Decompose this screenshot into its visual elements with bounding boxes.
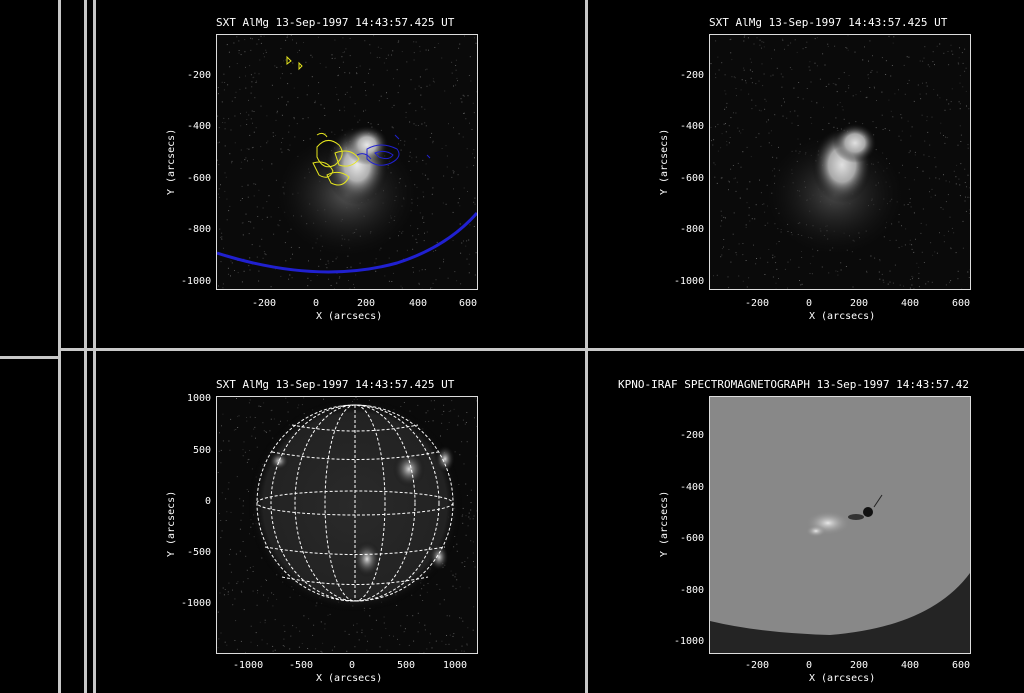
- x-tick-label: 0: [806, 298, 813, 309]
- y-tick-label: -1000: [181, 598, 212, 609]
- x-tick-label: 400: [901, 298, 920, 309]
- y-tick-label: -1000: [181, 276, 212, 287]
- x-tick-label: 200: [850, 298, 869, 309]
- y-tick-label: -800: [680, 585, 705, 596]
- x-tick-label: 0: [313, 298, 320, 309]
- y-tick-label: -400: [680, 121, 705, 132]
- x-tick-label: -500: [289, 660, 314, 671]
- x-tick-label: 1000: [443, 660, 468, 671]
- x-tick-label: -200: [745, 298, 770, 309]
- y-tick-label: -1000: [674, 276, 705, 287]
- x-tick-label: 0: [349, 660, 356, 671]
- y-tick-label: -200: [680, 430, 705, 441]
- panel-title: SXT AlMg 13-Sep-1997 14:43:57.425 UT: [216, 16, 455, 29]
- x-axis-label: X (arcsecs): [809, 311, 876, 322]
- y-axis-label: Y (arcsecs): [166, 128, 177, 195]
- x-tick-label: 400: [409, 298, 428, 309]
- y-axis-label: Y (arcsecs): [659, 128, 670, 195]
- y-tick-label: 500: [193, 445, 212, 456]
- x-tick-label: -1000: [233, 660, 264, 671]
- x-tick-label: 400: [901, 660, 920, 671]
- y-tick-label: -600: [680, 173, 705, 184]
- y-tick-label: -200: [680, 70, 705, 81]
- full-disk-grid: [217, 397, 477, 653]
- left-divider-1[interactable]: [58, 0, 61, 693]
- y-axis-label: Y (arcsecs): [166, 490, 177, 557]
- y-tick-label: -400: [187, 121, 212, 132]
- y-tick-label: -500: [187, 547, 212, 558]
- y-tick-label: -800: [680, 224, 705, 235]
- x-axis-label: X (arcsecs): [316, 673, 383, 684]
- left-divider-3[interactable]: [93, 0, 96, 693]
- x-tick-label: -200: [252, 298, 277, 309]
- x-tick-label: 0: [806, 660, 813, 671]
- x-tick-label: -200: [745, 660, 770, 671]
- horizontal-divider-left[interactable]: [0, 356, 60, 359]
- x-tick-label: 500: [397, 660, 416, 671]
- x-axis-label: X (arcsecs): [316, 311, 383, 322]
- horizontal-divider[interactable]: [60, 348, 1024, 351]
- x-tick-label: 600: [952, 298, 971, 309]
- panel-title: SXT AlMg 13-Sep-1997 14:43:57.425 UT: [216, 378, 455, 391]
- image-plot[interactable]: [709, 34, 971, 290]
- y-tick-label: -600: [680, 533, 705, 544]
- y-tick-label: 0: [205, 496, 212, 507]
- vertical-divider[interactable]: [585, 0, 588, 693]
- x-tick-label: 600: [952, 660, 971, 671]
- y-tick-label: 1000: [187, 393, 212, 404]
- magnetogram-image: [710, 397, 970, 635]
- image-plot[interactable]: [216, 396, 478, 654]
- left-divider-2[interactable]: [84, 0, 87, 693]
- y-axis-label: Y (arcsecs): [659, 490, 670, 557]
- image-plot[interactable]: [709, 396, 971, 654]
- y-tick-label: -600: [187, 173, 212, 184]
- x-axis-label: X (arcsecs): [809, 673, 876, 684]
- x-tick-label: 200: [357, 298, 376, 309]
- y-tick-label: -800: [187, 224, 212, 235]
- panel-title: SXT AlMg 13-Sep-1997 14:43:57.425 UT: [709, 16, 948, 29]
- sxt-image: [710, 35, 970, 289]
- panel-title: KPNO-IRAF SPECTROMAGNETOGRAPH 13-Sep-199…: [618, 378, 969, 391]
- y-tick-label: -400: [680, 482, 705, 493]
- y-tick-label: -200: [187, 70, 212, 81]
- image-plot[interactable]: [216, 34, 478, 290]
- x-tick-label: 600: [459, 298, 478, 309]
- sxt-image-contours: [217, 35, 477, 289]
- x-tick-label: 200: [850, 660, 869, 671]
- y-tick-label: -1000: [674, 636, 705, 647]
